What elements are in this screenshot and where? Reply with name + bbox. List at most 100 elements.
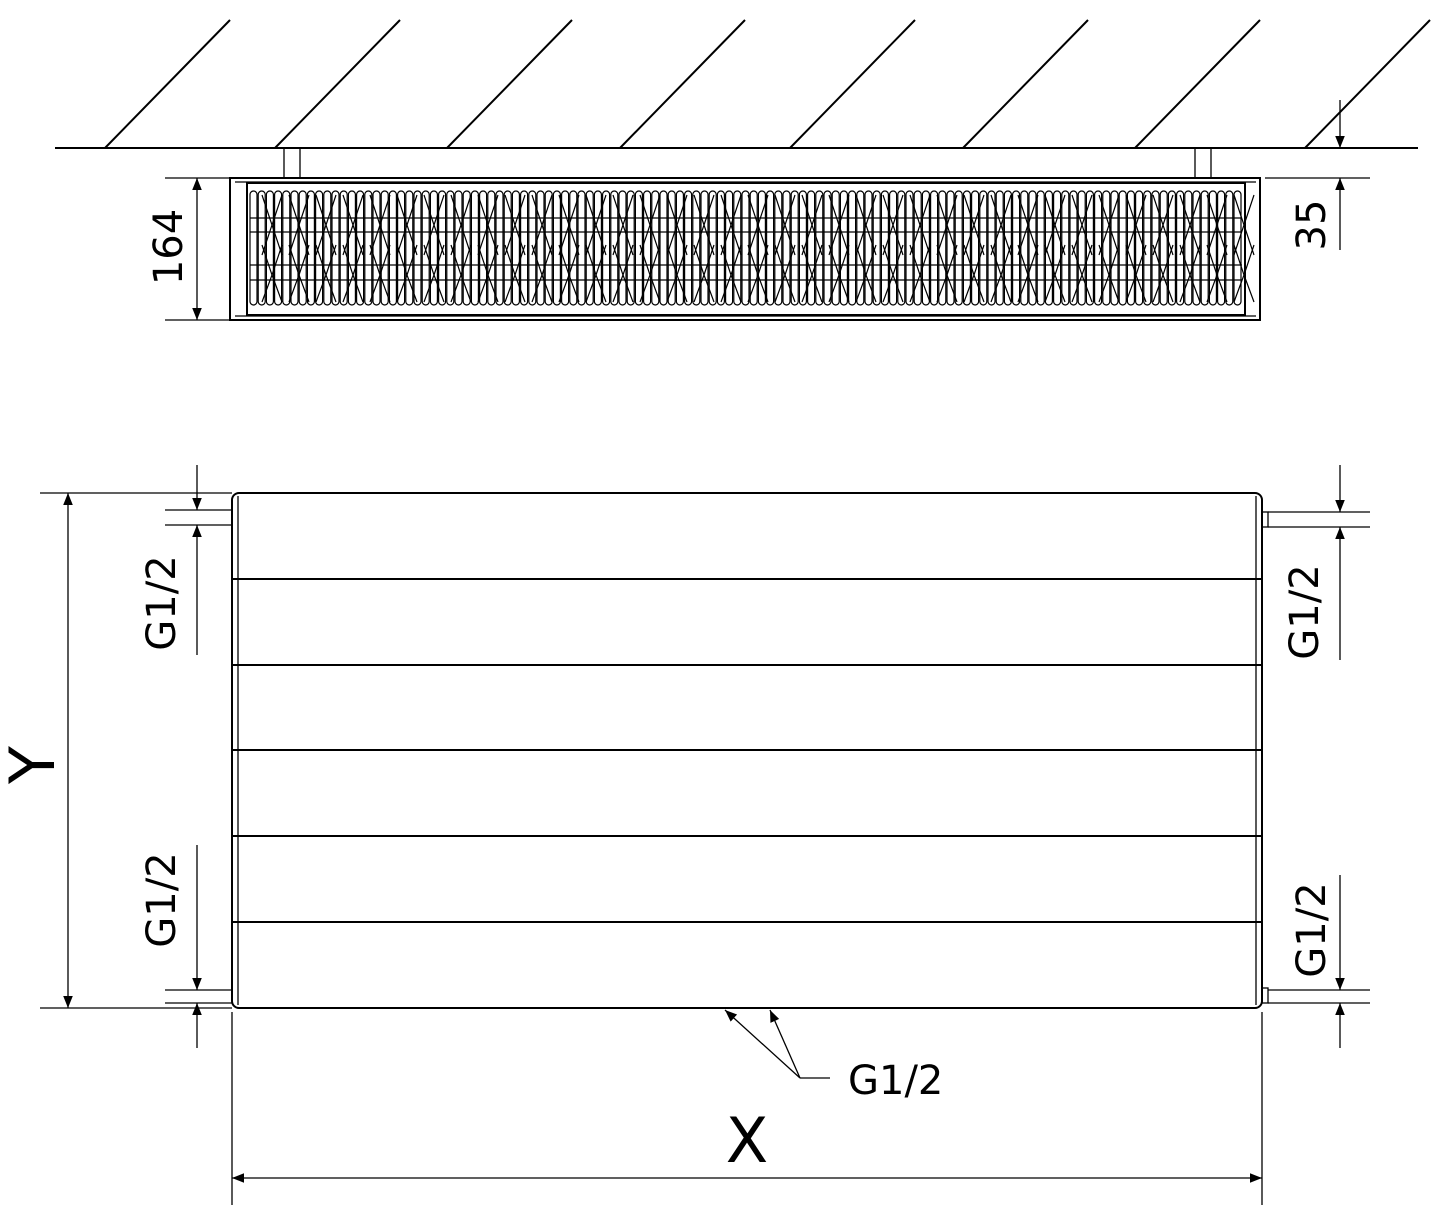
fin [438,190,447,306]
fin [601,190,611,306]
fin [519,190,529,306]
front-panel-ribs [232,578,1262,923]
fin [815,190,824,306]
wall-gap-dimension: 35 [1265,100,1370,250]
fin-cross [909,194,931,303]
fin [257,190,266,306]
fin [987,190,996,306]
fin-cross [693,194,715,303]
fin-cross [423,194,445,303]
wall-brackets [283,147,1212,179]
depth-label: 164 [146,209,192,285]
fin [413,190,422,306]
fin-cross [612,194,634,303]
left-top-connection-label: G1/2 [139,555,185,650]
fin [1192,190,1201,306]
fin [470,190,479,306]
fin [1233,190,1242,306]
fin-cross [855,194,877,303]
hatch-line [789,19,916,149]
fin [405,190,414,306]
fin [1208,190,1218,306]
fin [536,190,545,306]
fin [692,190,701,306]
right-bottom-connection-dimension: G1/2 [1268,875,1370,1048]
fin [864,190,873,306]
fin [995,190,1004,306]
fin [1036,190,1045,306]
fin [970,190,980,306]
wall-gap-label: 35 [1289,200,1335,251]
fin [708,190,717,306]
fin [1061,190,1070,306]
fin [913,190,922,306]
fin [577,190,586,306]
fin [544,190,553,306]
radiator-top-view [229,177,1261,321]
fin [929,190,939,306]
fin-cross [1044,194,1066,303]
fin-cross [1233,194,1255,303]
radiator-front-view [231,492,1269,1009]
fin [659,190,668,306]
fin-cross [558,194,580,303]
fin [585,190,594,306]
fin [741,190,750,306]
hatch-line [274,19,401,149]
fin-cross [477,194,499,303]
fin [1102,190,1111,306]
fin [1200,190,1209,306]
fin-cross [585,194,607,303]
fin [560,190,570,306]
fin-cross [369,194,391,303]
fin-cross [1017,194,1039,303]
fin-cross [1206,194,1228,303]
bottom-connection-callout: G1/2 [724,1009,943,1104]
fin-cross [666,194,688,303]
fin-cross [1125,194,1147,303]
fin [798,190,808,306]
fin [724,190,734,306]
fin [1085,190,1095,306]
right-bottom-connection-label: G1/2 [1289,882,1335,977]
fin [905,190,914,306]
fin [454,190,463,306]
fin [593,190,603,306]
fin [511,190,521,306]
fin-cross [747,194,769,303]
right-top-connection-dimension: G1/2 [1268,465,1370,660]
fin-cross [882,194,904,303]
fin-cross [531,194,553,303]
fin-cross [261,194,283,303]
fin [282,190,291,306]
fin [790,190,799,306]
fin-cross [504,194,526,303]
fin [552,190,562,306]
fin-cross [936,194,958,303]
wall [55,19,1431,149]
fin [347,190,356,306]
fin-cross [396,194,418,303]
fin-cross [990,194,1012,303]
hatch-line [962,19,1089,149]
fin [1003,190,1013,306]
fin-cross [1179,194,1201,303]
fin-cross [828,194,850,303]
fin [733,190,742,306]
fin [388,190,397,306]
fin-cross [288,194,310,303]
fin-cross [450,194,472,303]
fin-cross [1152,194,1174,303]
bottom-connection-label: G1/2 [848,1058,943,1104]
fin [503,190,512,306]
fin [265,190,274,306]
fin [1184,190,1193,306]
fin [1077,190,1086,306]
hatch-line [446,19,573,149]
fin [847,190,857,306]
hatch-line [619,19,746,149]
fin-cross [1071,194,1093,303]
fin [626,190,635,306]
convector-fins [249,190,1255,306]
